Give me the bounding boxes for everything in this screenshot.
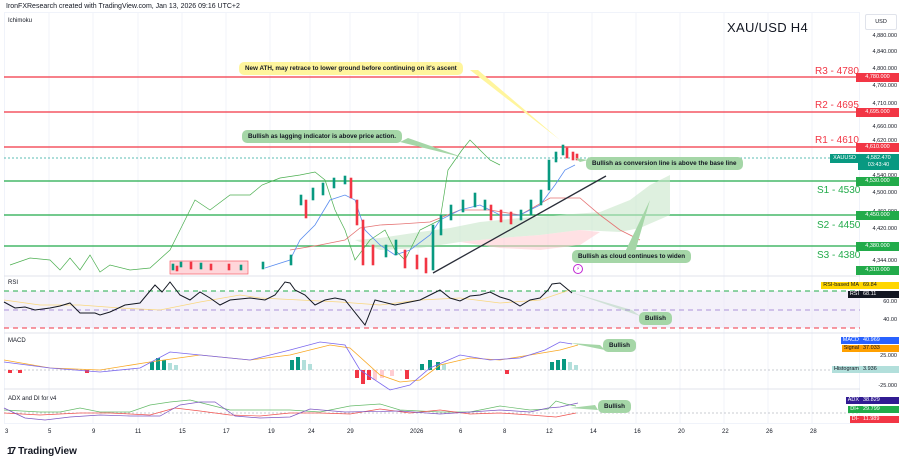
- x-tick: 11: [135, 429, 142, 435]
- currency-button[interactable]: USD: [865, 14, 897, 30]
- r2-label: R2 - 4695: [815, 100, 859, 111]
- r1-label: R1 - 4610: [815, 135, 859, 146]
- s2-label: S2 - 4450: [817, 220, 861, 231]
- hist-value: 3.936: [861, 366, 899, 373]
- x-tick: 19: [268, 429, 275, 435]
- conversion-note[interactable]: Bullish as conversion line is above the …: [586, 157, 743, 170]
- diplus-tag-label: DI+: [848, 406, 861, 413]
- adx-tag-label: ADX: [845, 397, 861, 404]
- x-tick: 15: [179, 429, 186, 435]
- signal-value: 37.033: [861, 345, 899, 352]
- rsi-note[interactable]: Bullish: [639, 312, 672, 325]
- macd-pane-label[interactable]: MACD: [8, 338, 26, 344]
- x-tick: 14: [590, 429, 597, 435]
- s1-price-tag: 4,530.000: [856, 177, 899, 186]
- price-axis-label: 4,840.000: [872, 49, 897, 55]
- adx-pane-label[interactable]: ADX and DI for v4: [8, 396, 57, 402]
- price-axis-label: 4,620.000: [872, 138, 897, 144]
- x-tick: 2026: [410, 429, 424, 435]
- x-tick: 24: [308, 429, 315, 435]
- x-tick: 26: [766, 429, 773, 435]
- lagging-note[interactable]: Bullish as lagging indicator is above pr…: [242, 130, 403, 143]
- ichimoku-label[interactable]: Ichimoku: [8, 18, 33, 24]
- rsi-axis-60: 60.00: [883, 299, 897, 305]
- rsi-axis-40: 40.00: [883, 317, 897, 323]
- s3-price-tag: 4,380.000: [856, 242, 899, 251]
- signal-tag-label: Signal: [841, 345, 861, 352]
- hist-tag-label: Histogram: [831, 366, 861, 373]
- price-axis-label: 4,344.000: [872, 258, 897, 264]
- current-price-tag: 4,582.470 03:43:40: [858, 154, 899, 170]
- x-tick: 9: [92, 429, 96, 435]
- lightning-icon[interactable]: ⚡: [573, 264, 583, 274]
- diplus-value: 29.799: [861, 406, 899, 413]
- diminus-tag-label: DI-: [849, 416, 861, 423]
- x-tick: 12: [546, 429, 553, 435]
- s3-label: S3 - 4380: [817, 250, 861, 261]
- x-tick: 3: [5, 429, 9, 435]
- macd-axis-25: 25.000: [880, 353, 897, 359]
- low-price-tag: 4,310.000: [856, 266, 899, 275]
- price-axis-label: 4,420.000: [872, 226, 897, 232]
- x-tick: 28: [810, 429, 817, 435]
- rsi-value: 68.11: [861, 291, 899, 298]
- s1-label: S1 - 4530: [817, 185, 861, 196]
- bar-countdown: 03:43:40: [867, 162, 890, 168]
- rsi-tag-label: RSI: [847, 291, 861, 298]
- x-tick: 29: [347, 429, 354, 435]
- price-axis-label: 4,800.000: [872, 66, 897, 72]
- ath-note[interactable]: New ATH, may retrace to lower ground bef…: [239, 62, 463, 75]
- adx-value: 38.829: [861, 397, 899, 404]
- r3-price-tag: 4,780.000: [856, 73, 899, 82]
- chart-credit: IronFXResearch created with TradingView.…: [6, 3, 240, 10]
- x-tick: 17: [223, 429, 230, 435]
- s2-price-tag: 4,450.000: [856, 211, 899, 220]
- x-tick: 16: [634, 429, 641, 435]
- price-axis-label: 4,540.000: [872, 173, 897, 179]
- cloud-note[interactable]: Bullish as cloud continues to widen: [572, 250, 692, 263]
- current-price: 4,582.470: [866, 155, 891, 161]
- symbol-title: XAU/USD H4: [727, 20, 809, 35]
- r3-label: R3 - 4780: [815, 66, 859, 77]
- price-axis-label: 4,760.000: [872, 83, 897, 89]
- price-axis-label: 4,880.000: [872, 33, 897, 39]
- adx-note[interactable]: Bullish: [598, 400, 631, 413]
- symbol-tag: XAUUSD: [830, 154, 859, 163]
- price-axis-label: 4,710.000: [872, 101, 897, 107]
- tv-logo-icon: 17: [7, 446, 16, 457]
- x-tick: 5: [48, 429, 52, 435]
- r1-price-tag: 4,610.000: [856, 143, 899, 152]
- macd-value: 40.969: [861, 337, 899, 344]
- tradingview-logo[interactable]: 17 TradingView: [7, 446, 77, 457]
- price-axis-label: 4,500.000: [872, 190, 897, 196]
- rsi-pane-label[interactable]: RSI: [8, 280, 19, 286]
- x-tick: 20: [678, 429, 685, 435]
- r2-price-tag: 4,695.000: [856, 108, 899, 117]
- price-axis-label: 4,660.000: [872, 124, 897, 130]
- macd-tag-label: MACD: [840, 337, 861, 344]
- brand-name: TradingView: [18, 446, 77, 457]
- diminus-value: 11.989: [861, 416, 899, 423]
- x-tick: 8: [503, 429, 507, 435]
- rsi-ma-value: 69.84: [861, 282, 899, 289]
- macd-axis-neg25: -25.000: [878, 383, 897, 389]
- macd-note[interactable]: Bullish: [603, 339, 636, 352]
- rsi-ma-label: RSI-based MA: [821, 282, 861, 289]
- x-tick: 6: [459, 429, 463, 435]
- x-tick: 22: [722, 429, 729, 435]
